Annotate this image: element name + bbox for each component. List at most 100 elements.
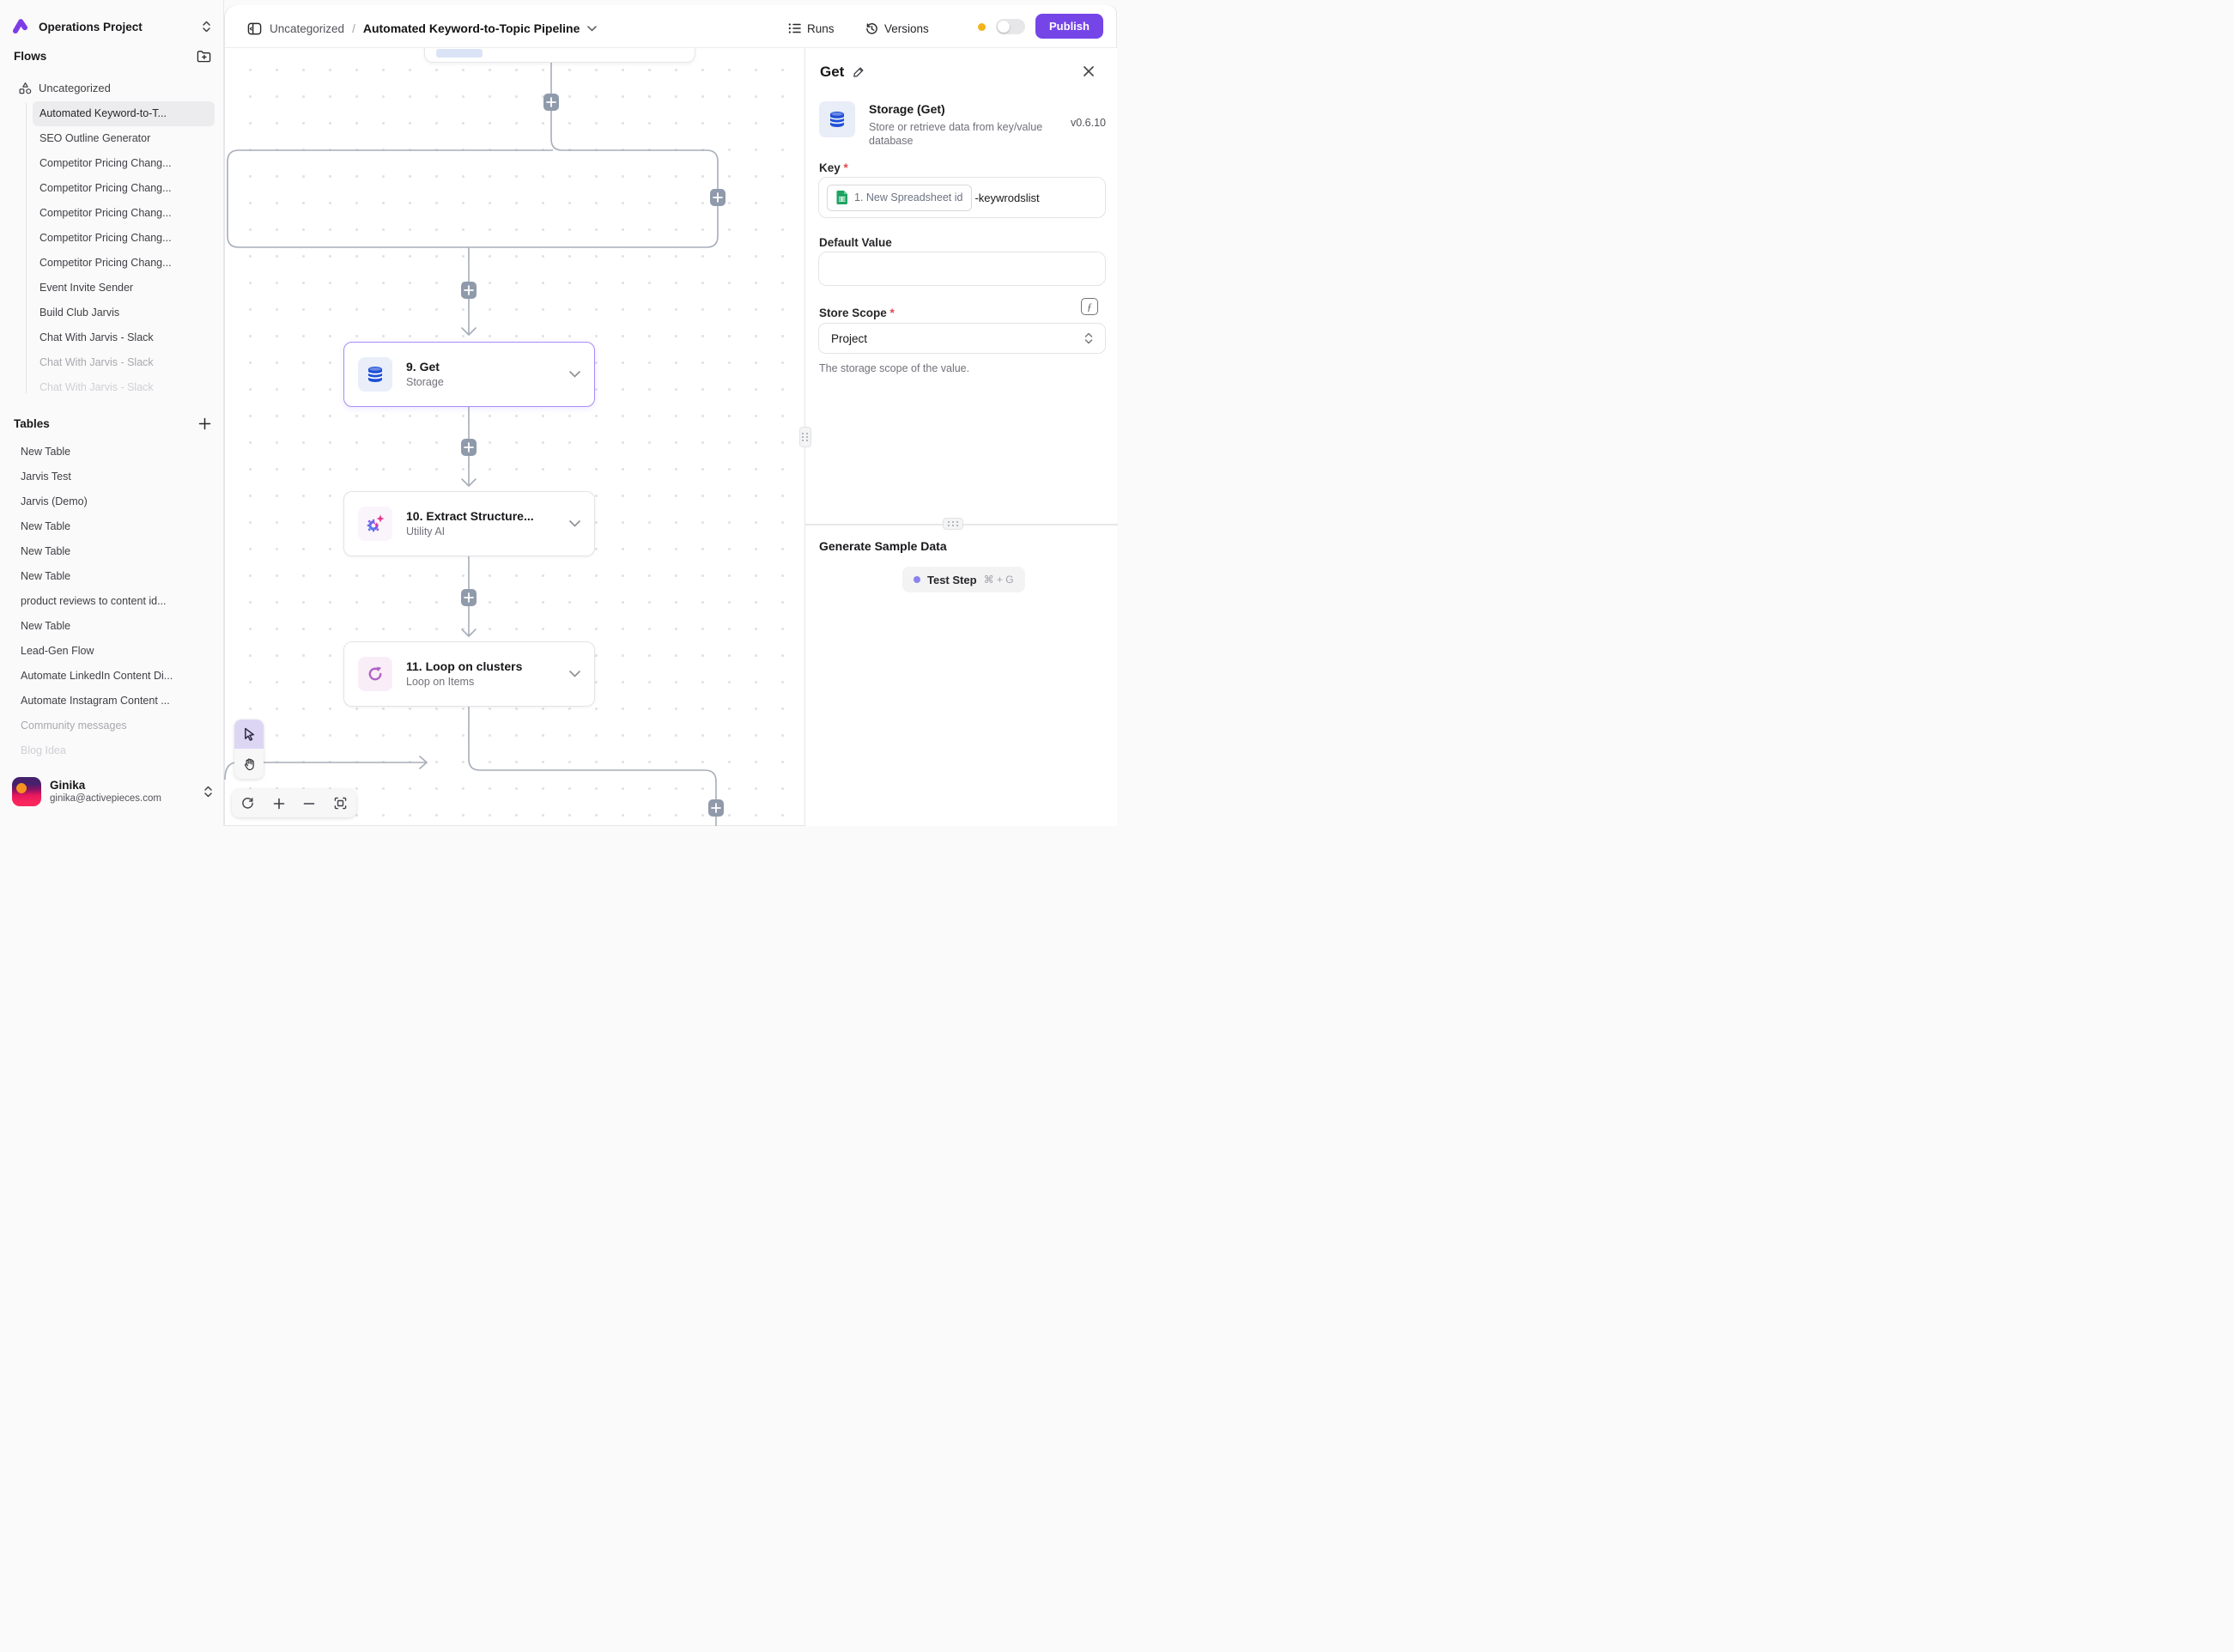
chevron-down-icon[interactable] — [569, 520, 580, 527]
fit-to-view-icon[interactable] — [334, 797, 347, 810]
sidebar-table-item[interactable]: product reviews to content id... — [21, 595, 167, 607]
flows-header: Flows — [14, 49, 47, 63]
sidebar-table-item[interactable]: Lead-Gen Flow — [21, 645, 94, 657]
sidebar-flow-item[interactable]: Event Invite Sender — [39, 282, 134, 294]
node-text: 11. Loop on clusters Loop on Items — [406, 659, 522, 689]
zoom-in-icon[interactable] — [273, 798, 285, 810]
store-scope-value: Project — [831, 331, 868, 345]
toggle-knob — [998, 21, 1010, 33]
node-badge — [436, 49, 483, 58]
chevron-down-icon[interactable] — [569, 371, 580, 378]
runs-button[interactable]: Runs — [788, 18, 835, 39]
test-step-label: Test Step — [927, 573, 977, 586]
breadcrumb-folder[interactable]: Uncategorized — [270, 21, 345, 35]
node-title: 11. Loop on clusters — [406, 659, 523, 673]
spreadsheet-token-chip[interactable]: 1. New Spreadsheet id — [827, 184, 973, 211]
sidebar-flow-item[interactable]: Competitor Pricing Chang... — [39, 257, 172, 269]
workflow-folder-icon — [19, 82, 32, 94]
flows-header-row: Flows — [14, 46, 211, 65]
step-node-loop[interactable]: 11. Loop on clusters Loop on Items — [343, 641, 595, 707]
versions-button[interactable]: Versions — [865, 18, 929, 39]
default-value-input[interactable] — [818, 252, 1106, 286]
key-suffix-text[interactable]: -keywrodslist — [974, 191, 1040, 204]
sidebar-table-item[interactable]: New Table — [21, 446, 71, 458]
sidebar-table-item[interactable]: Automate LinkedIn Content Di... — [21, 670, 173, 682]
sidebar-table-item[interactable]: New Table — [21, 545, 71, 557]
flow-enabled-toggle[interactable] — [996, 19, 1025, 34]
node-subtitle: Utility AI — [406, 525, 446, 538]
pan-tool-button[interactable] — [234, 749, 264, 779]
default-value-label: Default Value — [819, 236, 892, 249]
piece-description: Store or retrieve data from key/value da… — [869, 121, 1043, 147]
folder-label: Uncategorized — [39, 81, 111, 94]
key-input[interactable]: 1. New Spreadsheet id -keywrodslist — [818, 177, 1106, 218]
sidebar-table-item[interactable]: Jarvis (Demo) — [21, 495, 88, 507]
close-icon[interactable] — [1083, 65, 1095, 77]
project-expander-icon — [202, 21, 211, 33]
user-text: Ginika ginika@activepieces.com — [50, 779, 195, 805]
draft-status-dot — [978, 23, 986, 31]
sidebar-collapse-icon[interactable] — [247, 21, 262, 36]
sidebar-flow-item[interactable]: Competitor Pricing Chang... — [39, 207, 172, 219]
sidebar-table-item[interactable]: Community messages — [21, 720, 127, 732]
versions-label: Versions — [884, 21, 929, 35]
test-step-button[interactable]: Test Step ⌘ + G — [902, 567, 1025, 592]
sidebar-table-item[interactable]: Jarvis Test — [21, 471, 71, 483]
step-node-get[interactable]: 9. Get Storage — [343, 342, 595, 407]
canvas-zoom-bar — [232, 789, 356, 817]
sidebar: Operations Project Flows Uncategorized A… — [0, 0, 224, 826]
node-title: 10. Extract Structure... — [406, 509, 534, 523]
sidebar-flow-item[interactable]: Chat With Jarvis - Slack — [39, 356, 154, 368]
runs-label: Runs — [807, 21, 835, 35]
piece-version: v0.6.10 — [1070, 117, 1106, 129]
sidebar-flow-item[interactable]: Chat With Jarvis - Slack — [39, 381, 154, 393]
utility-ai-icon — [358, 507, 392, 541]
project-switcher[interactable]: Operations Project — [12, 14, 211, 39]
chevron-down-icon[interactable] — [569, 671, 580, 677]
history-icon — [865, 22, 878, 35]
sidebar-flow-item[interactable]: Competitor Pricing Chang... — [39, 232, 172, 244]
select-tool-button[interactable] — [234, 720, 264, 749]
new-folder-icon[interactable] — [197, 50, 211, 63]
store-scope-label: Store Scope * — [819, 307, 895, 319]
flow-title[interactable]: Automated Keyword-to-Topic Pipeline — [362, 21, 580, 35]
canvas-tool-palette — [234, 720, 264, 779]
avatar — [12, 777, 41, 806]
user-expander-icon — [203, 786, 213, 798]
user-name: Ginika — [50, 779, 86, 792]
sidebar-flow-item[interactable]: Build Club Jarvis — [39, 307, 120, 319]
edit-pencil-icon[interactable] — [853, 66, 865, 78]
sidebar-folder-uncategorized[interactable]: Uncategorized — [19, 77, 208, 98]
google-sheets-icon — [836, 191, 848, 204]
node-text: 10. Extract Structure... Utility AI — [406, 508, 534, 539]
panel-resize-handle[interactable] — [799, 427, 811, 447]
reset-zoom-icon[interactable] — [241, 797, 254, 810]
storage-icon — [358, 357, 392, 392]
breadcrumb: Uncategorized / Automated Keyword-to-Top… — [247, 19, 598, 38]
sidebar-flow-item[interactable]: Automated Keyword-to-T... — [33, 101, 215, 126]
sidebar-table-item[interactable]: New Table — [21, 520, 71, 532]
store-scope-help: The storage scope of the value. — [819, 362, 970, 374]
table-list: New Table Jarvis Test Jarvis (Demo) New … — [14, 440, 215, 763]
sidebar-flow-item[interactable]: Competitor Pricing Chang... — [39, 182, 172, 194]
publish-button[interactable]: Publish — [1035, 14, 1103, 39]
sidebar-flow-item[interactable]: Competitor Pricing Chang... — [39, 157, 172, 169]
chevron-down-icon[interactable] — [587, 25, 598, 32]
store-scope-select[interactable]: Project — [818, 323, 1106, 354]
sidebar-table-item[interactable]: New Table — [21, 570, 71, 582]
sidebar-table-item[interactable]: New Table — [21, 620, 71, 632]
sidebar-flow-item[interactable]: Chat With Jarvis - Slack — [39, 331, 154, 343]
breadcrumb-separator: / — [352, 21, 355, 35]
divider-drag-handle[interactable] — [943, 518, 963, 530]
user-menu[interactable]: Ginika ginika@activepieces.com — [12, 774, 213, 809]
dynamic-value-toggle-icon[interactable]: ƒ — [1081, 298, 1098, 315]
step-node-extract-structure[interactable]: 10. Extract Structure... Utility AI — [343, 491, 595, 556]
activepieces-logo — [12, 17, 31, 36]
sidebar-flow-item[interactable]: SEO Outline Generator — [39, 132, 151, 144]
add-table-icon[interactable] — [198, 417, 211, 430]
zoom-out-icon[interactable] — [303, 798, 315, 810]
tables-header-row: Tables — [14, 414, 211, 433]
select-chevrons-icon — [1084, 332, 1093, 344]
sidebar-table-item[interactable]: Automate Instagram Content ... — [21, 695, 170, 707]
sidebar-table-item[interactable]: Blog Idea — [21, 744, 66, 756]
